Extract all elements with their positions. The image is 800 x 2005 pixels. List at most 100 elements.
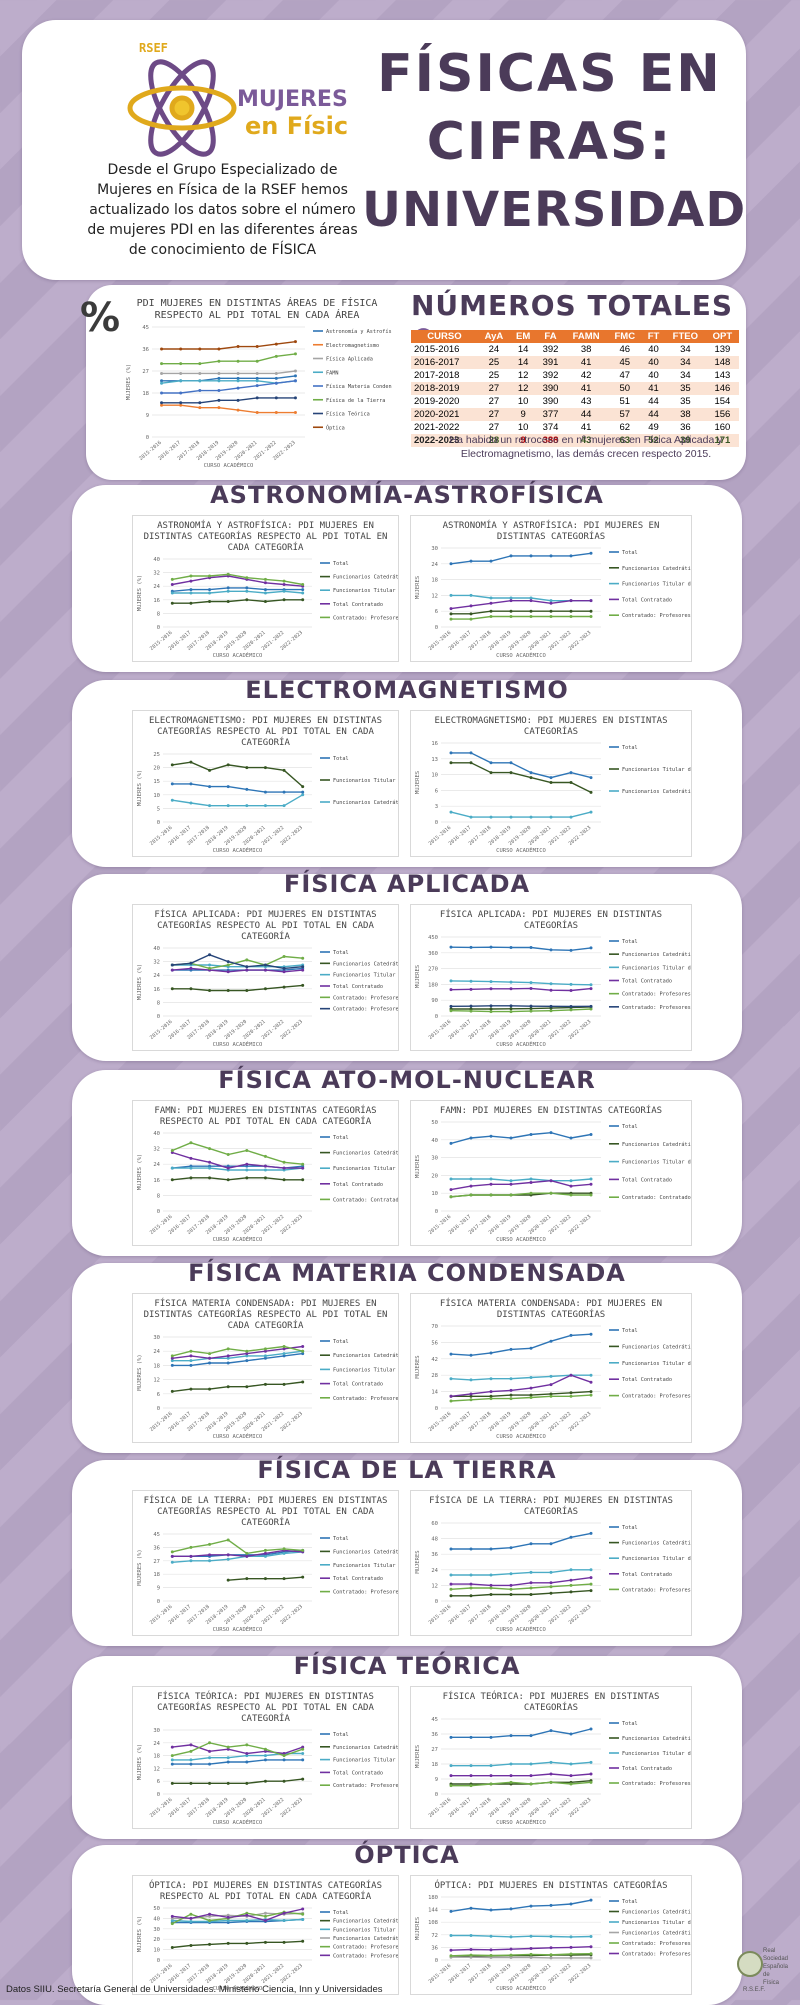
- data-point: [208, 785, 212, 789]
- data-point: [569, 1184, 573, 1188]
- chart-c6: 0901802703604502015-20162016-20172017-20…: [415, 935, 691, 1048]
- y-tick-label: 16: [153, 1178, 160, 1184]
- legend-label: Funcionarios Catedráticos de Universidad: [622, 1540, 691, 1547]
- data-point: [217, 347, 221, 351]
- chart-c11: 09182736452015-20162016-20172017-2018201…: [137, 1532, 398, 1633]
- data-point: [255, 379, 259, 383]
- data-point: [170, 1758, 174, 1762]
- data-point: [170, 601, 174, 605]
- series-line: [451, 610, 591, 615]
- data-point: [529, 1393, 533, 1397]
- y-axis-label: MUJERES: [415, 1155, 421, 1178]
- data-point: [449, 751, 453, 755]
- data-point: [263, 1918, 267, 1922]
- data-point: [449, 607, 453, 611]
- data-point: [469, 1764, 473, 1768]
- chart-panel-c12: FÍSICA DE LA TIERRA: PDI MUJERES EN DIST…: [410, 1490, 692, 1636]
- data-point: [589, 1898, 593, 1902]
- x-tick-label: 2022-2023: [568, 825, 593, 847]
- legend-label: Contratado: Profesores Contratado Doctor: [333, 1007, 398, 1013]
- y-axis-label: MUJERES (%): [137, 1744, 143, 1780]
- data-point: [569, 1952, 573, 1956]
- data-point: [589, 599, 593, 603]
- y-tick-label: 45: [153, 1532, 160, 1538]
- y-tick-label: 30: [431, 546, 438, 552]
- data-point: [529, 554, 533, 558]
- y-tick-label: 108: [428, 1920, 438, 1926]
- data-point: [170, 1363, 174, 1367]
- totals-cell: 146: [705, 382, 739, 395]
- data-point: [282, 966, 286, 970]
- data-point: [208, 966, 212, 970]
- data-point: [569, 1902, 573, 1906]
- data-point: [282, 790, 286, 794]
- data-point: [245, 576, 249, 580]
- data-point: [529, 1007, 533, 1011]
- data-point: [509, 1546, 513, 1550]
- data-point: [589, 987, 593, 991]
- data-point: [529, 1762, 533, 1766]
- series-line: [450, 1131, 592, 1145]
- totals-cell: 36: [664, 421, 706, 434]
- totals-cell: 392: [536, 343, 565, 356]
- data-point: [469, 1784, 473, 1788]
- data-point: [549, 1585, 553, 1589]
- chart-panel-c3: ELECTROMAGNETISMO: PDI MUJERES EN DISTIN…: [132, 710, 399, 857]
- data-point: [226, 589, 230, 593]
- data-point: [301, 956, 305, 960]
- data-point: [549, 781, 553, 784]
- series-line: [450, 1583, 592, 1591]
- series-line: [450, 600, 591, 610]
- data-point: [208, 1749, 212, 1753]
- data-point: [226, 1578, 230, 1582]
- data-point: [189, 987, 193, 991]
- y-tick-label: 36: [142, 347, 149, 353]
- x-axis-label: CURSO ACADÉMICO: [496, 1818, 546, 1826]
- y-axis-label: MUJERES: [415, 1550, 421, 1573]
- data-point: [282, 1166, 286, 1170]
- data-point: [160, 347, 164, 351]
- data-point: [274, 396, 278, 400]
- data-point: [226, 1557, 230, 1561]
- chart-panel-c14: FÍSICA TEÓRICA: PDI MUJERES EN DISTINTAS…: [410, 1686, 692, 1829]
- chart-c3: 05101520252015-20162016-20172017-2018201…: [137, 752, 398, 854]
- data-point: [189, 1363, 193, 1367]
- data-point: [301, 1912, 305, 1916]
- series-line: [172, 761, 304, 788]
- legend-label: Funcionarios Catedráticos de Universidad: [333, 1918, 398, 1925]
- legend-label: Total Contratado: [622, 1177, 672, 1183]
- series-line: [450, 980, 592, 986]
- data-point: [245, 1760, 249, 1764]
- data-point: [569, 1590, 573, 1594]
- data-point: [282, 1577, 286, 1581]
- data-point: [509, 1179, 513, 1183]
- y-tick-label: 0: [435, 1599, 438, 1605]
- data-point: [274, 376, 278, 380]
- totals-cell: 139: [705, 343, 739, 356]
- data-point: [263, 1577, 267, 1581]
- legend-label: Total: [333, 1135, 349, 1141]
- data-point: [189, 1943, 193, 1947]
- data-point: [282, 1347, 286, 1351]
- data-point: [589, 551, 593, 555]
- y-tick-label: 0: [157, 625, 160, 631]
- data-point: [489, 1547, 493, 1551]
- y-tick-label: 450: [428, 935, 438, 941]
- chart-c0: 09182736452015-20162016-20172017-2018201…: [126, 325, 392, 469]
- data-point: [569, 1732, 573, 1736]
- data-point: [469, 1953, 473, 1957]
- org-line: Física: [763, 1980, 780, 1986]
- y-axis-label: MUJERES (%): [137, 1354, 143, 1390]
- data-point: [549, 1339, 553, 1343]
- data-point: [469, 1934, 473, 1937]
- data-point: [198, 401, 202, 405]
- totals-col-header: AyA: [477, 330, 510, 343]
- data-point: [198, 347, 202, 351]
- y-tick-label: 30: [431, 1156, 438, 1162]
- data-point: [529, 1376, 533, 1380]
- y-tick-label: 18: [431, 578, 438, 584]
- totals-cell: 25: [477, 369, 510, 382]
- data-point: [489, 1593, 493, 1596]
- y-axis-label: MUJERES: [415, 771, 421, 794]
- legend-label: Funcionarios Catedráticos de Escuela Uni…: [333, 1935, 398, 1942]
